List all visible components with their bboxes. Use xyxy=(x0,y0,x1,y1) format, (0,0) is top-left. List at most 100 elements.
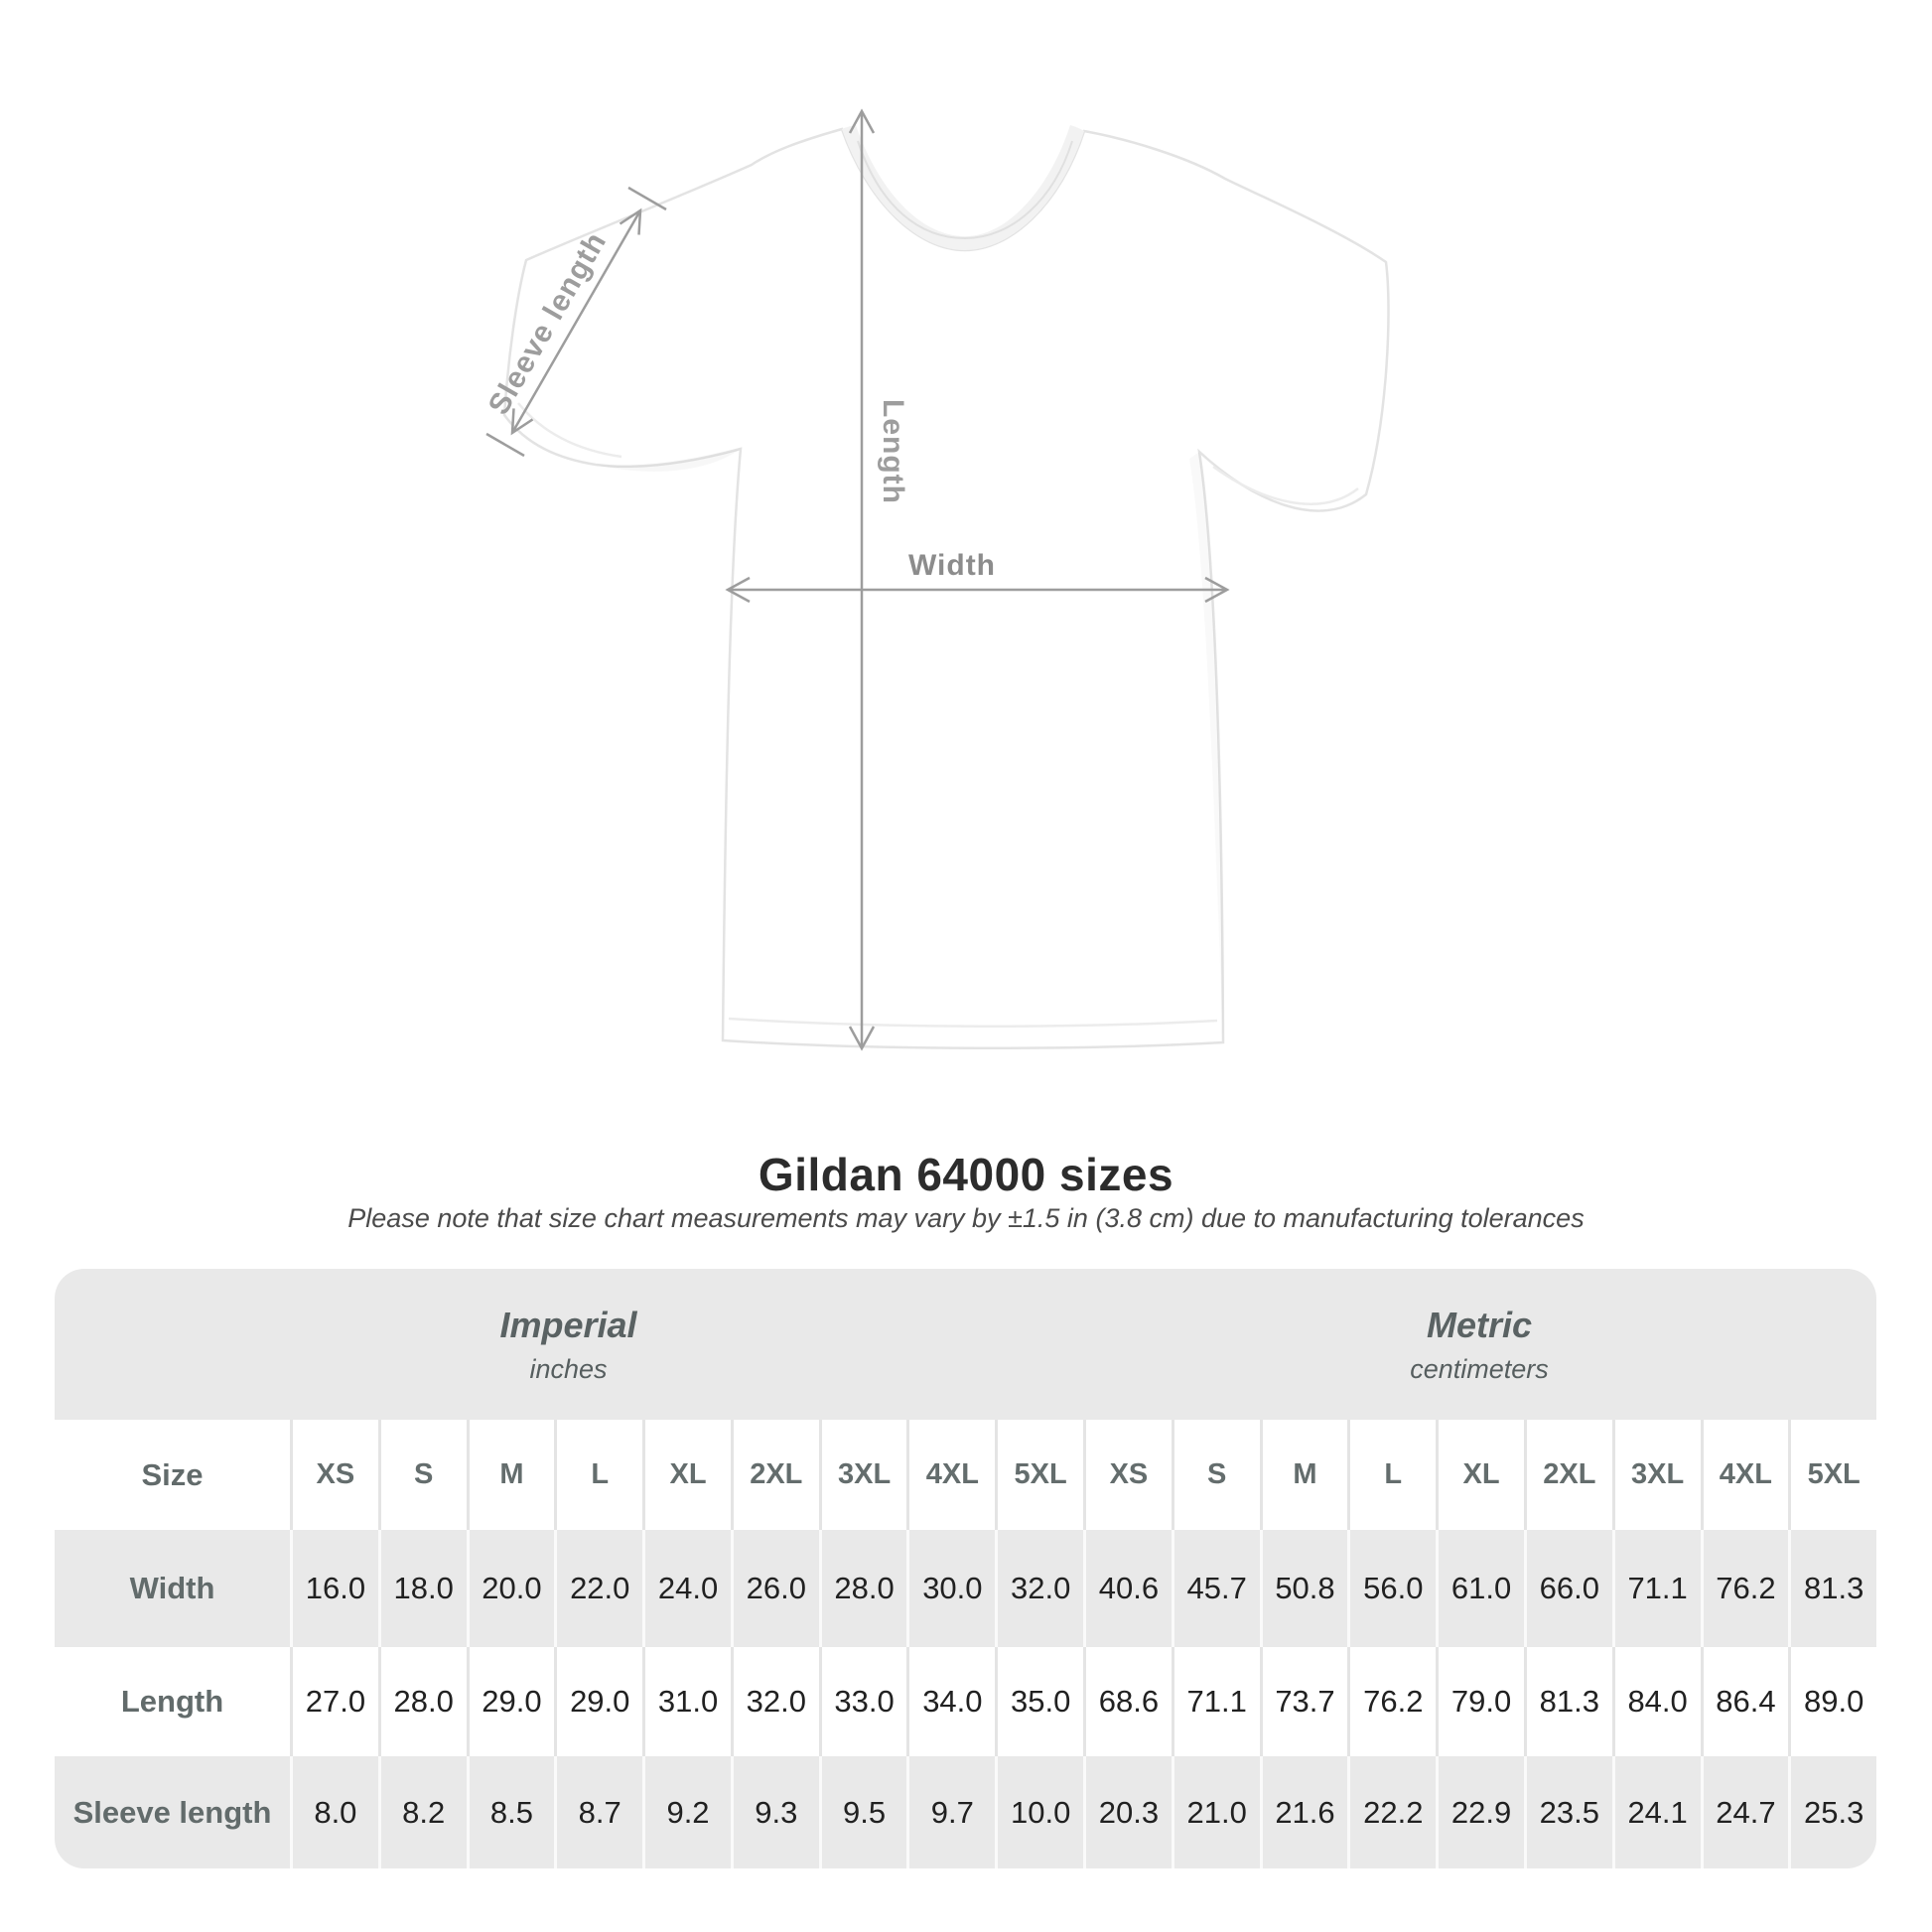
table-cell: 28.0 xyxy=(377,1647,467,1756)
length-arrow-down xyxy=(848,1026,876,1051)
table-cell: 32.0 xyxy=(995,1530,1083,1647)
size-header-row: Size XS S M L XL 2XL 3XL 4XL 5XL XS S M … xyxy=(55,1420,1876,1530)
row-label: Width xyxy=(129,1571,215,1605)
table-cell: 16.0 xyxy=(290,1530,378,1647)
size-col-header: 5XL xyxy=(1788,1420,1876,1530)
table-cell: 71.1 xyxy=(1171,1647,1260,1756)
table-cell: 45.7 xyxy=(1171,1530,1260,1647)
table-cell: 35.0 xyxy=(995,1647,1083,1756)
table-cell: 9.3 xyxy=(730,1756,819,1868)
size-col-header: 2XL xyxy=(730,1420,819,1530)
table-cell: 24.7 xyxy=(1700,1756,1789,1868)
table-cell: 8.0 xyxy=(290,1756,378,1868)
table-cell: 73.7 xyxy=(1259,1647,1348,1756)
left-sleeve-stitch xyxy=(517,402,622,459)
width-label: Width xyxy=(907,549,997,582)
table-cell: 20.0 xyxy=(466,1530,555,1647)
table-cell: 22.9 xyxy=(1436,1756,1524,1868)
table-cell: 28.0 xyxy=(818,1530,907,1647)
imperial-group-header: Imperial inches xyxy=(55,1269,1082,1420)
size-col-header: 3XL xyxy=(818,1420,907,1530)
sleeve-tick-bottom xyxy=(485,432,525,458)
table-cell: 61.0 xyxy=(1436,1530,1524,1647)
table-cell: 22.0 xyxy=(554,1530,642,1647)
table-cell: 26.0 xyxy=(730,1530,819,1647)
table-cell: 24.0 xyxy=(642,1530,731,1647)
table-cell: 40.6 xyxy=(1083,1530,1172,1647)
metric-group-header: Metric centimeters xyxy=(1082,1269,1876,1420)
size-col-header: XL xyxy=(642,1420,731,1530)
table-cell: 66.0 xyxy=(1523,1530,1612,1647)
table-cell: 79.0 xyxy=(1436,1647,1524,1756)
table-cell: 9.5 xyxy=(818,1756,907,1868)
table-cell: 22.2 xyxy=(1347,1756,1436,1868)
page-title: Gildan 64000 sizes xyxy=(758,1149,1174,1200)
table-cell: 29.0 xyxy=(554,1647,642,1756)
table-cell: 23.5 xyxy=(1523,1756,1612,1868)
table-cell: 20.3 xyxy=(1083,1756,1172,1868)
size-col-header: 4XL xyxy=(906,1420,995,1530)
metric-unit: centimeters xyxy=(1410,1353,1549,1384)
table-cell: 8.2 xyxy=(377,1756,467,1868)
table-cell: 34.0 xyxy=(906,1647,995,1756)
sleeve-tick-top xyxy=(627,186,667,211)
table-cell: 76.2 xyxy=(1347,1647,1436,1756)
size-col-header: 5XL xyxy=(995,1420,1083,1530)
size-col-header: 2XL xyxy=(1523,1420,1612,1530)
table-cell: 8.5 xyxy=(466,1756,555,1868)
sleeve-arrow-top xyxy=(619,207,642,235)
table-cell: 81.3 xyxy=(1788,1530,1876,1647)
table-cell: 9.7 xyxy=(906,1756,995,1868)
size-col-header: M xyxy=(1259,1420,1348,1530)
width-arrow-right xyxy=(1204,576,1230,604)
size-header-label: Size xyxy=(141,1456,204,1492)
size-col-header: L xyxy=(1347,1420,1436,1530)
size-col-header: S xyxy=(1171,1420,1260,1530)
size-col-header: 4XL xyxy=(1700,1420,1789,1530)
table-cell: 89.0 xyxy=(1788,1647,1876,1756)
table-cell: 68.6 xyxy=(1083,1647,1172,1756)
table-cell: 31.0 xyxy=(642,1647,731,1756)
imperial-unit: inches xyxy=(529,1353,608,1384)
table-cell: 21.6 xyxy=(1259,1756,1348,1868)
table-cell: 33.0 xyxy=(818,1647,907,1756)
tshirt-measurement-diagram: Sleeve length Length Width xyxy=(483,108,1390,1051)
table-cell: 27.0 xyxy=(290,1647,378,1756)
table-cell: 24.1 xyxy=(1611,1756,1701,1868)
table-cell: 8.7 xyxy=(554,1756,642,1868)
table-cell: 56.0 xyxy=(1347,1530,1436,1647)
length-label: Length xyxy=(877,399,909,504)
size-col-header: 3XL xyxy=(1611,1420,1701,1530)
sleeve-line xyxy=(510,209,642,434)
sleeve-arrow-bottom xyxy=(510,408,534,436)
size-col-header: M xyxy=(466,1420,555,1530)
collar-band xyxy=(842,125,1084,250)
table-cell: 71.1 xyxy=(1611,1530,1701,1647)
length-arrow-up xyxy=(848,108,876,134)
width-arrow-left xyxy=(725,576,751,604)
row-label: Sleeve length xyxy=(72,1794,272,1830)
table-cell: 81.3 xyxy=(1523,1647,1612,1756)
table-cell: 30.0 xyxy=(906,1530,995,1647)
collar-stitch xyxy=(857,140,1073,240)
table-cell: 84.0 xyxy=(1611,1647,1701,1756)
table-cell: 29.0 xyxy=(466,1647,555,1756)
table-cell: 76.2 xyxy=(1700,1530,1789,1647)
table-cell: 32.0 xyxy=(730,1647,819,1756)
imperial-title: Imperial xyxy=(499,1304,637,1345)
tolerance-note: Please note that size chart measurements… xyxy=(347,1203,1585,1233)
hem-stitch xyxy=(728,1017,1218,1029)
table-row-sleeve-length: Sleeve length 8.0 8.2 8.5 8.7 9.2 9.3 9.… xyxy=(55,1756,1876,1868)
table-cell: 18.0 xyxy=(377,1530,467,1647)
dimension-lines xyxy=(485,108,1230,1051)
table-cell: 10.0 xyxy=(995,1756,1083,1868)
metric-title: Metric xyxy=(1426,1304,1533,1345)
table-cell: 50.8 xyxy=(1259,1530,1348,1647)
table-cell: 21.0 xyxy=(1171,1756,1260,1868)
unit-group-band: Imperial inches Metric centimeters xyxy=(55,1269,1876,1420)
size-chart-table: Imperial inches Metric centimeters Size … xyxy=(55,1269,1876,1868)
tshirt-illustration xyxy=(485,108,1390,1051)
table-cell: 86.4 xyxy=(1700,1647,1789,1756)
size-col-header: XS xyxy=(1083,1420,1172,1530)
size-col-header: S xyxy=(377,1420,467,1530)
